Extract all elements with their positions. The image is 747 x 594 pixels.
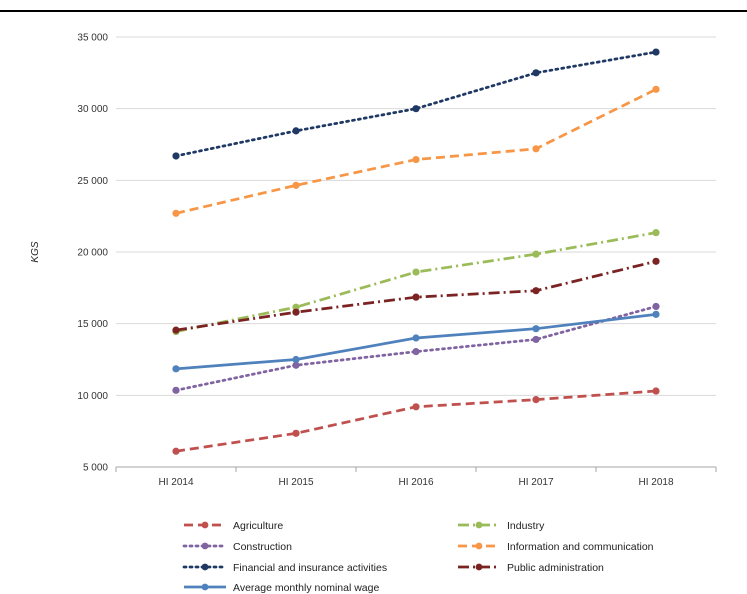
data-point — [172, 152, 180, 160]
legend-swatch-marker — [475, 563, 483, 571]
legend-label: Average monthly nominal wage — [233, 582, 379, 594]
x-tick-label: HI 2014 — [158, 477, 193, 488]
legend-label: Information and communication — [507, 541, 654, 553]
data-point — [532, 325, 540, 333]
data-point — [172, 209, 180, 217]
data-point — [652, 302, 660, 311]
data-point — [292, 303, 300, 311]
series-line-5 — [175, 259, 657, 332]
legend-swatch-marker — [201, 542, 209, 550]
series-line-4 — [174, 50, 658, 158]
legend-label: Agriculture — [233, 520, 283, 532]
legend-label: Construction — [233, 541, 292, 553]
data-point — [532, 145, 540, 153]
x-tick-label: HI 2015 — [278, 477, 313, 488]
data-point — [412, 334, 420, 342]
legend-label: Industry — [507, 520, 545, 532]
legend-label: Financial and insurance activities — [233, 562, 387, 574]
data-point — [652, 257, 660, 265]
series-line-1 — [175, 231, 657, 333]
data-point — [652, 387, 660, 395]
y-tick-label: 5 000 — [83, 463, 108, 474]
y-tick-label: 10 000 — [77, 391, 108, 402]
data-point — [652, 85, 660, 93]
legend-swatch-marker — [201, 583, 209, 591]
data-point — [172, 447, 180, 455]
data-point — [532, 250, 540, 258]
data-point — [292, 429, 300, 437]
data-point — [532, 287, 540, 295]
x-tick-label: HI 2017 — [518, 477, 553, 488]
data-point — [412, 293, 420, 301]
y-axis-title: KGS — [30, 241, 41, 262]
data-point — [292, 308, 300, 316]
data-point — [412, 105, 420, 113]
data-point — [652, 48, 660, 56]
legend-swatch-marker — [475, 542, 483, 550]
data-point — [172, 386, 180, 394]
legend-swatch-marker — [201, 563, 209, 571]
data-point — [412, 155, 420, 164]
data-point — [172, 365, 180, 373]
y-tick-label: 25 000 — [77, 176, 108, 187]
data-point — [412, 403, 420, 411]
x-tick-label: HI 2018 — [638, 477, 673, 488]
data-point — [412, 268, 420, 276]
data-point — [532, 396, 540, 404]
legend-swatch-marker — [475, 521, 483, 529]
data-point — [292, 181, 300, 189]
y-tick-label: 15 000 — [77, 319, 108, 330]
y-tick-label: 30 000 — [77, 104, 108, 115]
data-point — [292, 355, 300, 364]
y-tick-label: 35 000 — [77, 33, 108, 44]
data-point — [532, 335, 540, 344]
data-point — [172, 326, 180, 334]
x-tick-label: HI 2016 — [398, 477, 433, 488]
legend-label: Public administration — [507, 562, 604, 574]
data-point — [652, 229, 660, 237]
data-point — [292, 127, 300, 135]
legend-swatch-marker — [201, 521, 209, 529]
top-rule — [0, 10, 747, 12]
data-point — [652, 310, 660, 318]
data-point — [412, 348, 420, 356]
y-tick-label: 20 000 — [77, 248, 108, 259]
data-point — [532, 69, 540, 77]
data-point — [292, 361, 300, 369]
series-line-0 — [175, 389, 657, 453]
